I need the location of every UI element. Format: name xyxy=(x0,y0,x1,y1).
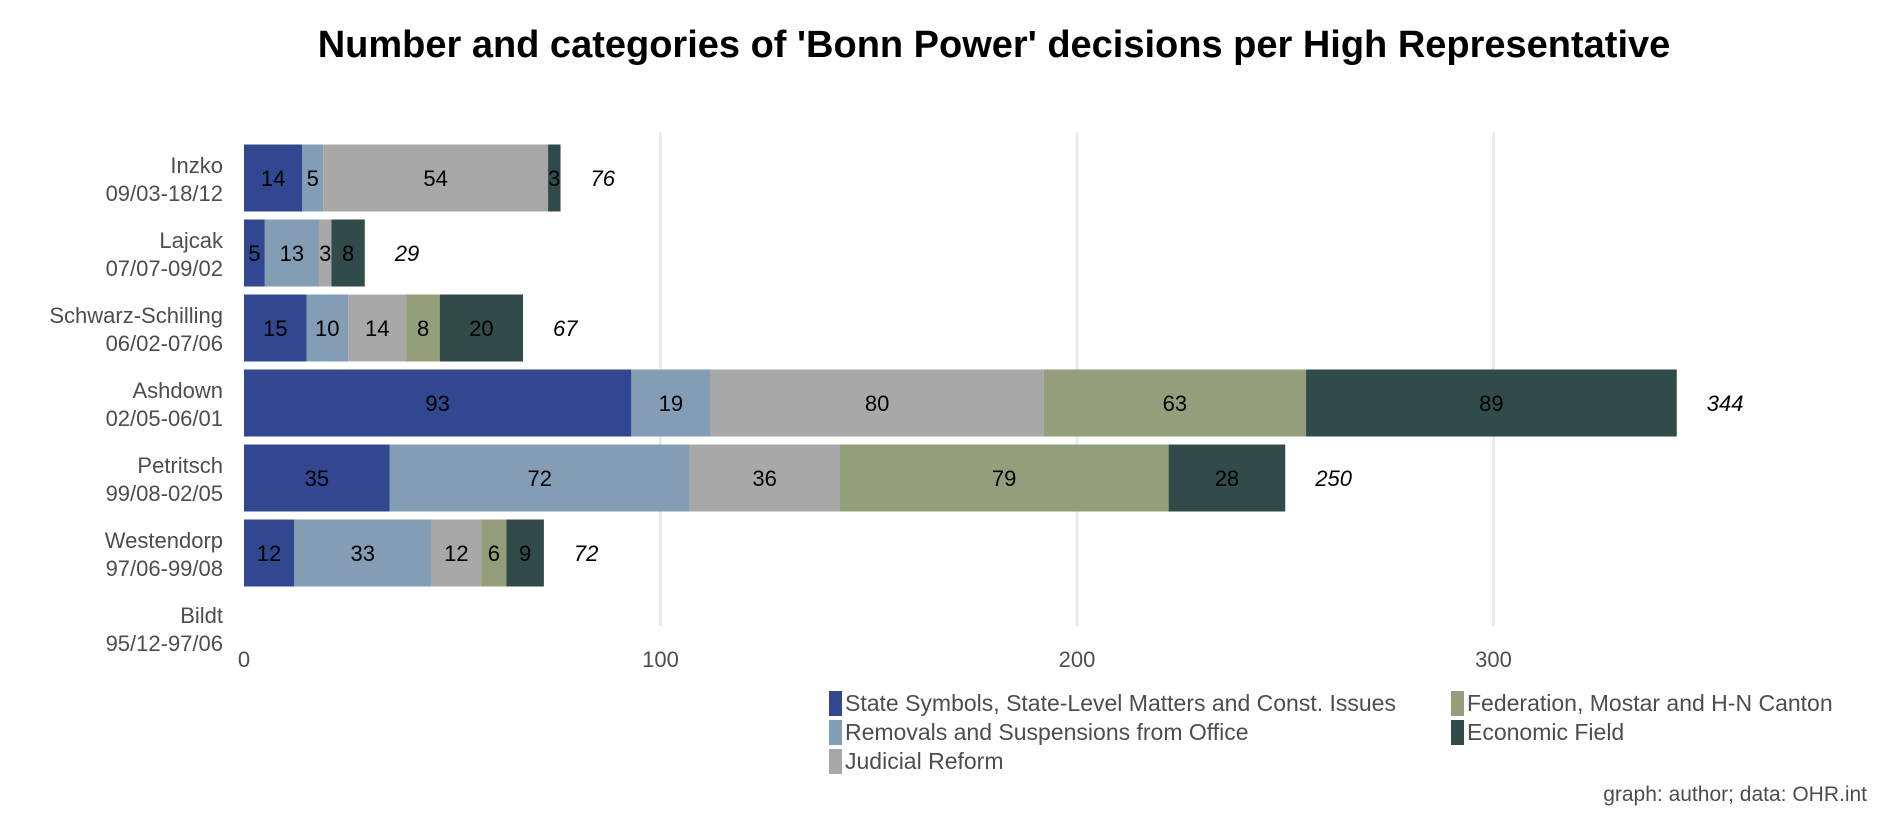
bar-segment xyxy=(302,144,324,212)
segment-value-label: 9 xyxy=(519,541,531,566)
hr-name-label: Inzko xyxy=(170,153,223,178)
segment-value-label: 8 xyxy=(417,316,429,341)
bar-segment xyxy=(331,219,365,287)
chart-title: Number and categories of 'Bonn Power' de… xyxy=(318,24,1671,66)
segment-value-label: 5 xyxy=(248,241,260,266)
hr-period-label: 97/06-99/08 xyxy=(106,556,223,581)
chart-caption: graph: author; data: OHR.int xyxy=(1603,783,1867,806)
bar-segment xyxy=(323,144,549,212)
legend-swatch xyxy=(1451,691,1464,716)
legend-swatch xyxy=(829,691,842,716)
segment-value-label: 5 xyxy=(307,166,319,191)
segment-value-label: 36 xyxy=(752,466,776,491)
total-label: 72 xyxy=(574,541,598,566)
segment-value-label: 12 xyxy=(257,541,281,566)
bar-segment xyxy=(244,369,632,437)
hr-name-label: Westendorp xyxy=(105,528,223,553)
hr-period-label: 95/12-97/06 xyxy=(106,631,223,656)
total-label: 67 xyxy=(553,316,578,341)
bar-segment xyxy=(406,294,440,362)
segment-value-label: 15 xyxy=(263,316,287,341)
legend-label: Removals and Suspensions from Office xyxy=(845,719,1249,745)
segment-value-label: 12 xyxy=(444,541,468,566)
bar-segment xyxy=(839,444,1169,512)
segment-value-label: 89 xyxy=(1479,391,1503,416)
hr-period-label: 07/07-09/02 xyxy=(106,256,223,281)
x-tick-label: 200 xyxy=(1059,647,1096,672)
bar-segment xyxy=(1168,444,1286,512)
bar-segment xyxy=(244,519,294,587)
segment-value-label: 20 xyxy=(469,316,493,341)
x-tick-label: 0 xyxy=(238,647,250,672)
bar-segment xyxy=(710,369,1044,437)
legend-label: Federation, Mostar and H-N Canton xyxy=(1467,690,1833,716)
segment-value-label: 13 xyxy=(280,241,304,266)
segment-value-label: 19 xyxy=(659,391,683,416)
segment-value-label: 54 xyxy=(423,166,447,191)
bar-segment xyxy=(348,294,407,362)
total-label: 29 xyxy=(394,241,419,266)
hr-name-label: Lajcak xyxy=(159,228,224,253)
bar-segment xyxy=(439,294,524,362)
segment-value-label: 28 xyxy=(1215,466,1239,491)
x-tick-label: 300 xyxy=(1475,647,1512,672)
bar-segment xyxy=(1306,369,1677,437)
segment-value-label: 33 xyxy=(350,541,374,566)
bar-segment xyxy=(689,444,840,512)
x-tick-label: 100 xyxy=(642,647,679,672)
hr-period-label: 06/02-07/06 xyxy=(106,331,223,356)
bar-segment xyxy=(293,519,432,587)
bar-segment xyxy=(631,369,711,437)
bar-segment xyxy=(244,294,307,362)
segment-value-label: 8 xyxy=(342,241,354,266)
total-label: 250 xyxy=(1314,466,1352,491)
segment-value-label: 80 xyxy=(865,391,889,416)
segment-value-label: 6 xyxy=(488,541,500,566)
segment-value-label: 14 xyxy=(261,166,285,191)
legend-label: Judicial Reform xyxy=(845,748,1004,774)
hr-period-label: 09/03-18/12 xyxy=(106,181,223,206)
bar-segment xyxy=(548,144,561,212)
segment-value-label: 93 xyxy=(425,391,449,416)
segment-value-label: 79 xyxy=(992,466,1016,491)
bar-segment xyxy=(389,444,690,512)
legend: State Symbols, State-Level Matters and C… xyxy=(829,690,1833,774)
segment-value-label: 35 xyxy=(305,466,329,491)
labels: 0 100 200 300 Inzko 09/03-18/12 14 5 54 3 76 Lajcak… xyxy=(49,153,1743,672)
bar-segment xyxy=(264,219,319,287)
bar-segment xyxy=(244,444,390,512)
bar-segment xyxy=(244,219,265,287)
total-label: 344 xyxy=(1707,391,1744,416)
legend-label: Economic Field xyxy=(1467,719,1624,745)
hr-name-label: Bildt xyxy=(180,603,223,628)
bar-segment xyxy=(431,519,482,587)
legend-label: State Symbols, State-Level Matters and C… xyxy=(845,690,1396,716)
legend-swatch xyxy=(829,749,842,774)
hr-period-label: 99/08-02/05 xyxy=(106,481,223,506)
segment-value-label: 3 xyxy=(548,166,560,191)
hr-period-label: 02/05-06/01 xyxy=(106,406,223,431)
hr-name-label: Ashdown xyxy=(132,378,223,403)
bars xyxy=(244,144,1677,587)
legend-swatch xyxy=(1451,720,1464,745)
bar-segment xyxy=(306,294,349,362)
total-label: 76 xyxy=(591,166,616,191)
bar-segment xyxy=(481,519,507,587)
legend-swatch xyxy=(829,720,842,745)
segment-value-label: 63 xyxy=(1163,391,1187,416)
bar-segment xyxy=(1043,369,1307,437)
bar-segment xyxy=(244,144,303,212)
segment-value-label: 10 xyxy=(315,316,339,341)
hr-name-label: Petritsch xyxy=(137,453,223,478)
segment-value-label: 14 xyxy=(365,316,389,341)
bar-segment xyxy=(318,219,332,287)
segment-value-label: 3 xyxy=(319,241,331,266)
bar-segment xyxy=(506,519,544,587)
segment-value-label: 72 xyxy=(527,466,551,491)
hr-name-label: Schwarz-Schilling xyxy=(49,303,223,328)
